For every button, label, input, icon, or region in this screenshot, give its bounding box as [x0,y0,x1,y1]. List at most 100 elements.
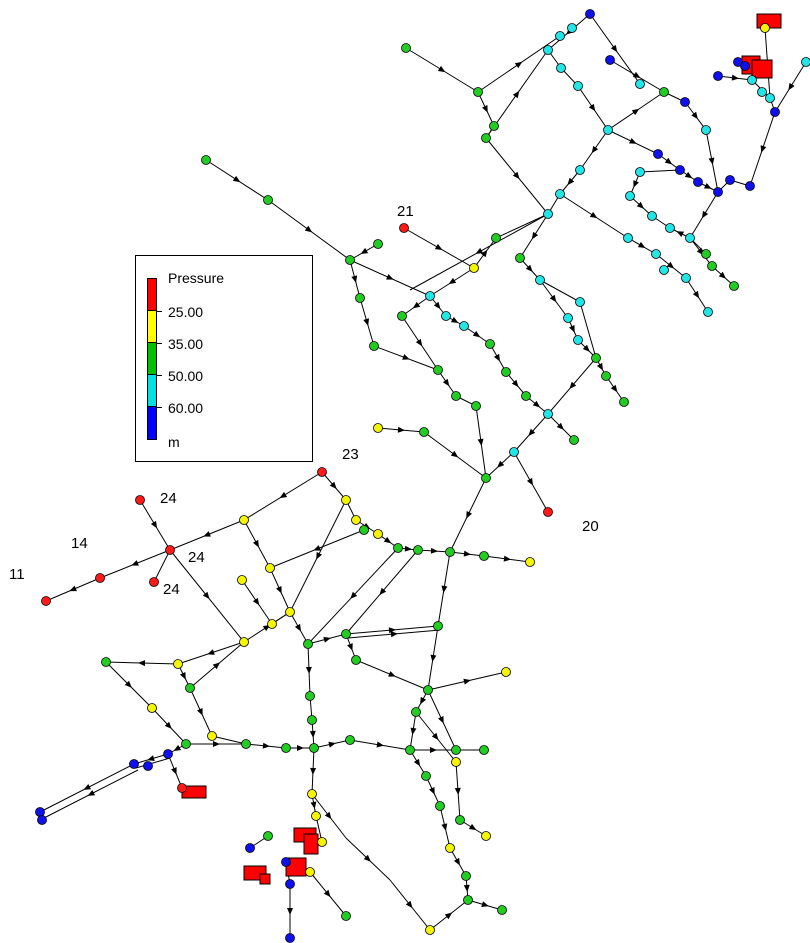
junction-node[interactable] [399,223,409,233]
junction-node[interactable] [625,191,635,201]
junction-node[interactable] [591,353,601,363]
junction-node[interactable] [479,551,489,561]
junction-node[interactable] [401,43,411,53]
junction-node[interactable] [419,427,429,437]
junction-node[interactable] [147,703,157,713]
junction-node[interactable] [567,23,577,33]
junction-node[interactable] [35,807,45,817]
junction-node[interactable] [239,515,249,525]
junction-node[interactable] [317,837,327,847]
junction-node[interactable] [745,181,755,191]
junction-node[interactable] [623,233,633,243]
junction-node[interactable] [341,911,351,921]
junction-node[interactable] [285,879,295,889]
junction-node[interactable] [165,545,175,555]
junction-node[interactable] [359,525,369,535]
junction-node[interactable] [619,397,629,407]
junction-node[interactable] [703,307,713,317]
junction-node[interactable] [129,759,139,769]
junction-node[interactable] [397,311,407,321]
junction-node[interactable] [393,543,403,553]
junction-node[interactable] [605,55,615,65]
junction-node[interactable] [373,239,383,249]
junction-node[interactable] [497,905,507,915]
junction-node[interactable] [647,211,657,221]
junction-node[interactable] [201,155,211,165]
junction-node[interactable] [569,435,579,445]
junction-node[interactable] [433,621,443,631]
junction-node[interactable] [263,195,273,205]
junction-node[interactable] [265,563,275,573]
junction-node[interactable] [740,61,750,71]
junction-node[interactable] [207,731,217,741]
junction-node[interactable] [543,45,553,55]
junction-node[interactable] [341,495,351,505]
junction-node[interactable] [101,657,111,667]
junction-node[interactable] [515,253,525,263]
junction-node[interactable] [601,371,611,381]
junction-node[interactable] [369,341,379,351]
junction-node[interactable] [701,125,711,135]
junction-node[interactable] [481,473,491,483]
junction-node[interactable] [501,367,511,377]
junction-node[interactable] [451,745,461,755]
junction-node[interactable] [481,133,491,143]
junction-node[interactable] [659,87,669,97]
junction-node[interactable] [445,547,455,557]
junction-node[interactable] [135,495,145,505]
junction-node[interactable] [556,63,566,73]
junction-node[interactable] [685,233,695,243]
junction-node[interactable] [760,23,770,33]
junction-node[interactable] [459,321,469,331]
junction-node[interactable] [263,831,273,841]
junction-node[interactable] [163,749,173,759]
junction-node[interactable] [713,71,723,81]
junction-node[interactable] [725,175,735,185]
junction-node[interactable] [37,815,47,825]
junction-node[interactable] [423,685,433,695]
junction-node[interactable] [445,843,455,853]
junction-node[interactable] [351,655,361,665]
junction-node[interactable] [345,735,355,745]
junction-node[interactable] [41,596,51,606]
junction-node[interactable] [425,925,435,935]
junction-node[interactable] [491,233,501,243]
junction-node[interactable] [473,87,483,97]
junction-node[interactable] [463,895,473,905]
junction-node[interactable] [770,107,780,117]
junction-node[interactable] [435,801,445,811]
junction-node[interactable] [555,31,565,41]
junction-node[interactable] [311,811,321,821]
junction-node[interactable] [177,783,187,793]
junction-node[interactable] [563,313,573,323]
junction-node[interactable] [413,545,423,555]
junction-node[interactable] [237,575,247,585]
junction-node[interactable] [421,771,431,781]
junction-node[interactable] [425,291,435,301]
junction-node[interactable] [481,831,491,841]
junction-node[interactable] [729,281,739,291]
junction-node[interactable] [747,75,757,85]
junction-node[interactable] [95,573,105,583]
junction-node[interactable] [307,789,317,799]
junction-node[interactable] [603,125,613,135]
junction-node[interactable] [543,507,553,517]
junction-node[interactable] [267,619,277,629]
junction-node[interactable] [317,467,327,477]
junction-node[interactable] [307,715,317,725]
junction-node[interactable] [713,187,723,197]
junction-node[interactable] [765,93,775,103]
junction-node[interactable] [281,857,291,867]
junction-node[interactable] [659,265,669,275]
junction-node[interactable] [555,189,565,199]
junction-node[interactable] [665,223,675,233]
junction-node[interactable] [509,447,519,457]
junction-node[interactable] [281,743,291,753]
junction-node[interactable] [345,255,355,265]
junction-node[interactable] [525,557,535,567]
junction-node[interactable] [149,577,159,587]
junction-node[interactable] [635,167,645,177]
junction-node[interactable] [757,87,767,97]
junction-node[interactable] [373,529,383,539]
junction-node[interactable] [681,273,691,283]
